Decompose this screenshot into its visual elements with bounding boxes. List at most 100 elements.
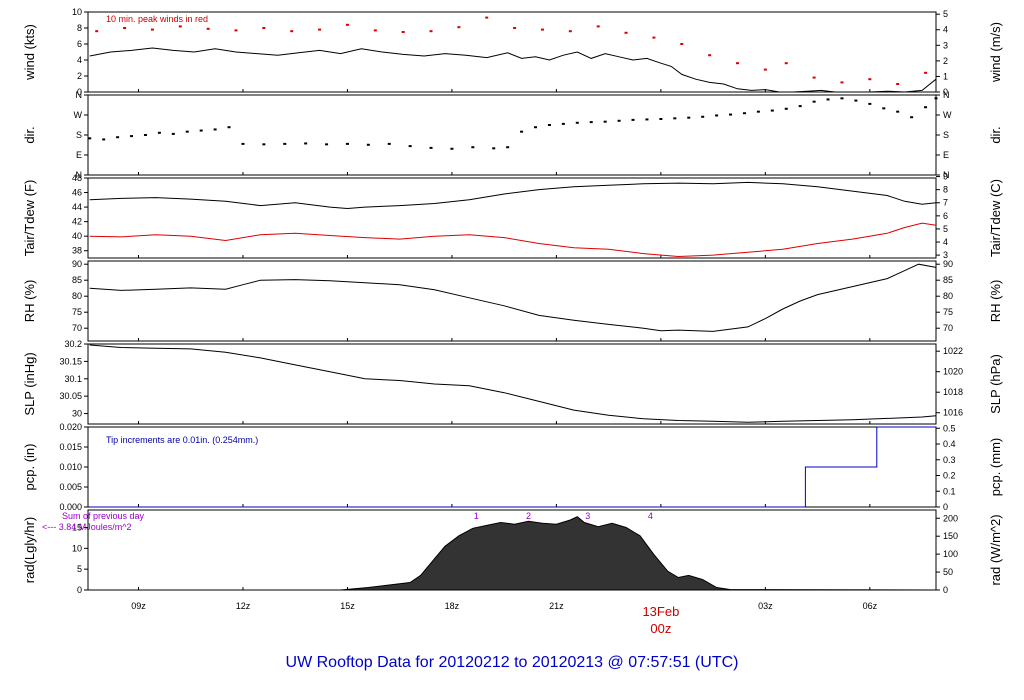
y-tick-label-right: 50 <box>943 567 953 577</box>
y-tick-label-right: 1020 <box>943 367 963 377</box>
radiation-marker: 3 <box>585 511 590 521</box>
direction-point <box>304 142 308 145</box>
series-line-tdew <box>89 222 937 258</box>
series-line-speed <box>89 47 937 93</box>
series-line-slp <box>89 344 937 423</box>
y-tick-label-left: 0.000 <box>59 502 82 512</box>
peak-wind-point <box>868 78 872 81</box>
x-tick-label: 12z <box>236 601 251 611</box>
x-tick-label: 03z <box>758 601 773 611</box>
y-tick-label-left: 0.005 <box>59 482 82 492</box>
y-tick-label-right: 7 <box>943 198 948 208</box>
series-line-precip <box>89 426 936 508</box>
peak-wind-point <box>262 27 266 29</box>
peak-wind-point <box>924 71 928 74</box>
direction-point <box>617 119 621 122</box>
peak-wind-point <box>206 27 210 30</box>
y-tick-label-right: 0.2 <box>943 471 956 481</box>
y-tick-label-right: 0.5 <box>943 423 956 433</box>
direction-point <box>130 135 134 138</box>
peak-wind-point <box>234 29 238 32</box>
direction-point <box>784 107 788 110</box>
direction-point <box>262 143 266 146</box>
direction-point <box>934 97 938 100</box>
peak-wind-point <box>401 31 405 33</box>
direction-point <box>868 102 872 105</box>
y-axis-label-left: dir. <box>22 126 37 143</box>
direction-point <box>840 97 844 100</box>
y-tick-label-left: 75 <box>72 307 82 317</box>
y-tick-label-right: 9 <box>943 172 948 182</box>
peak-wind-point <box>485 16 489 19</box>
y-tick-label-right: 1 <box>943 71 948 81</box>
direction-point <box>185 130 189 133</box>
y-tick-label-right: 75 <box>943 307 953 317</box>
direction-point <box>882 107 886 110</box>
direction-point <box>241 142 245 145</box>
series-line-tair <box>89 181 937 210</box>
y-tick-label-right: 200 <box>943 513 958 523</box>
y-axis-label-right: pcp. (mm) <box>988 438 1003 497</box>
y-tick-label-left: 38 <box>72 246 82 256</box>
y-tick-label-right: 85 <box>943 275 953 285</box>
direction-point <box>715 114 719 117</box>
direction-point <box>798 105 802 108</box>
y-tick-label-left: 8 <box>77 23 82 33</box>
y-tick-label-right: 3 <box>943 40 948 50</box>
panel-wind: wind (kts) wind (m/s) 0 2 4 6 8 10 0 1 2 3 4 5 10 min.… <box>22 7 1003 97</box>
direction-point <box>826 98 830 101</box>
wind-annotation: 10 min. peak winds in red <box>106 14 208 24</box>
direction-point <box>450 147 454 150</box>
y-tick-label-right: 1022 <box>943 346 963 356</box>
panel-frame <box>87 94 937 176</box>
direction-point <box>157 131 161 134</box>
y-tick-label-left: 10 <box>72 7 82 17</box>
y-tick-label-right: 4 <box>943 25 948 35</box>
direction-point <box>631 118 635 121</box>
y-tick-label-right: 1016 <box>943 408 963 418</box>
peak-wind-point <box>318 28 322 31</box>
y-tick-label-right: W <box>943 110 952 120</box>
direction-point <box>854 99 858 102</box>
y-tick-label-right: 0 <box>943 502 948 512</box>
y-axis-label-right: dir. <box>988 126 1003 143</box>
x-tick-label: 18z <box>445 601 460 611</box>
panel-frame <box>87 177 937 259</box>
direction-point <box>910 116 914 119</box>
direction-point <box>561 122 565 125</box>
y-tick-label-left: 5 <box>77 564 82 574</box>
peak-wind-point <box>784 62 788 65</box>
peak-wind-point <box>345 23 349 26</box>
y-tick-label-left: 10 <box>72 543 82 553</box>
y-tick-label-right: 0.1 <box>943 486 956 496</box>
direction-point <box>770 109 774 112</box>
radiation-annotation-2: <--- 3.84 MJoules/m^2 <box>42 522 132 532</box>
series-line-rh <box>89 263 937 332</box>
direction-point <box>325 143 329 146</box>
y-tick-label-left: E <box>76 150 82 160</box>
direction-point <box>924 106 928 109</box>
y-tick-label-left: 0 <box>77 87 82 97</box>
y-tick-label-right: 4 <box>943 237 948 247</box>
y-tick-label-left: 6 <box>77 39 82 49</box>
y-axis-label-left: rad(Lgly/hr) <box>22 517 37 583</box>
peak-wind-point <box>373 29 377 32</box>
direction-point <box>673 117 677 120</box>
y-tick-label-left: 2 <box>77 71 82 81</box>
y-axis-label-left: Tair/Tdew (F) <box>22 180 37 257</box>
y-axis-label-left: RH (%) <box>22 280 37 323</box>
y-tick-label-right: 90 <box>943 259 953 269</box>
y-tick-label-left: 44 <box>72 202 82 212</box>
day-label: 13Feb <box>642 604 679 619</box>
y-tick-label-left: N <box>76 170 83 180</box>
y-axis-label-left: wind (kts) <box>22 24 37 81</box>
direction-point <box>547 124 551 126</box>
y-axis-label-left: pcp. (in) <box>22 444 37 491</box>
y-tick-label-left: 0 <box>77 585 82 595</box>
y-tick-label-right: 70 <box>943 323 953 333</box>
panel-frame <box>87 11 937 93</box>
y-axis-label-right: rad (W/m^2) <box>988 514 1003 585</box>
y-axis-label-right: Tair/Tdew (C) <box>988 179 1003 257</box>
radiation-marker: 1 <box>474 511 479 521</box>
peak-wind-point <box>680 43 684 45</box>
